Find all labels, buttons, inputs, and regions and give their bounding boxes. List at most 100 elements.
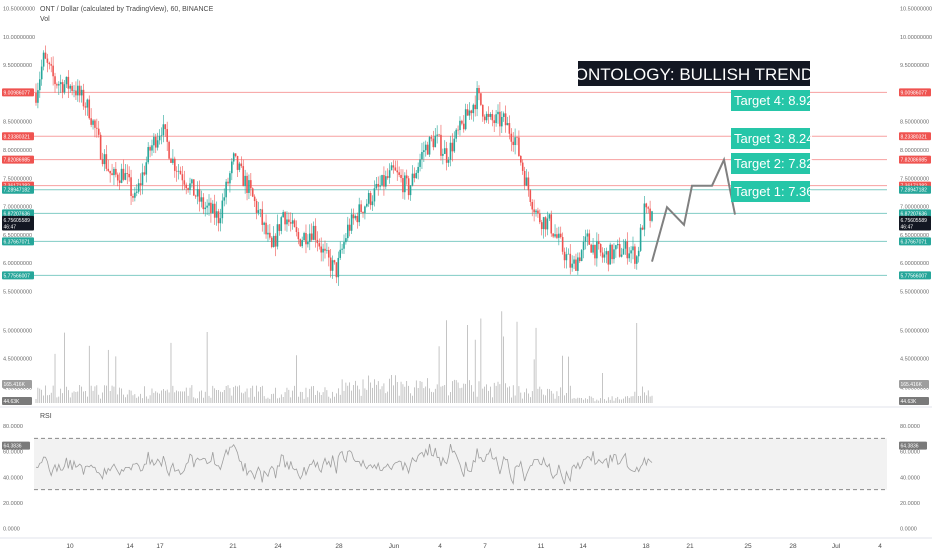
volume-tag: 165.416K — [901, 382, 923, 388]
left-price-tag: 6.87207636 — [4, 211, 31, 217]
right-price-axis[interactable]: 10.5000000010.000000009.500000009.000000… — [899, 7, 932, 296]
candle-body — [611, 244, 613, 260]
time-label: 28 — [335, 543, 343, 550]
candle-body — [563, 251, 566, 261]
candle-body — [478, 88, 480, 94]
candle-body — [196, 189, 199, 197]
candle-body — [134, 192, 136, 198]
candle-body — [206, 205, 208, 208]
candle-body — [558, 233, 560, 238]
candle-body — [442, 153, 444, 156]
right-price-tag-bg — [899, 215, 931, 224]
left-price-tick: 8.00000000 — [3, 148, 32, 154]
candle-body — [337, 257, 340, 278]
candle-body — [251, 188, 254, 197]
rsi-label: RSI — [40, 413, 52, 420]
right-price-tick: 10.00000000 — [900, 35, 932, 41]
candle-body — [483, 116, 486, 121]
candle-body — [497, 111, 499, 115]
target-labels: Target 4: 8.92 Target 3: 8.24 Target 2: 7.… — [731, 90, 814, 202]
volume-tick: 4.50000000 — [900, 357, 929, 363]
candle-body — [46, 58, 49, 63]
target-label: Target 3: 8.24 — [734, 131, 814, 146]
candle-body — [586, 233, 589, 237]
rsi-tick: 80.0000 — [900, 424, 920, 430]
rsi-tick: 0.0000 — [900, 527, 917, 533]
candle-body — [449, 142, 452, 160]
candle-body — [516, 137, 518, 138]
candle-body — [501, 116, 503, 127]
candle-body — [539, 213, 541, 223]
candle-body — [436, 134, 438, 136]
candle-body — [284, 212, 286, 225]
candle-body — [455, 129, 457, 139]
candle-body — [322, 248, 324, 253]
left-price-tag: 9.00986077 — [4, 90, 31, 96]
candle-body — [221, 200, 224, 219]
left-price-axis[interactable]: 10.5000000010.000000009.500000009.000000… — [2, 7, 35, 296]
left-price-tick: 6.00000000 — [3, 261, 32, 267]
candle-body — [276, 224, 279, 247]
candle-body — [270, 237, 273, 248]
candle-body — [96, 127, 98, 129]
candle-body — [527, 177, 530, 191]
candle-body — [366, 203, 368, 207]
candle-body — [297, 232, 300, 240]
left-price-tag-bg — [2, 132, 34, 141]
candle-body — [303, 233, 305, 241]
right-price-tick: 6.00000000 — [900, 261, 929, 267]
time-label: Jul — [832, 543, 841, 550]
candle-body — [647, 207, 649, 209]
left-price-tick: 8.50000000 — [3, 120, 32, 126]
candle-body — [345, 238, 347, 243]
candle-body — [525, 177, 528, 186]
candle-body — [263, 222, 265, 225]
time-axis[interactable]: 10 14 17 21 24 28 Jun 4 7 11 14 18 21 25 28 Jul 4 — [66, 543, 882, 550]
candle-body — [609, 244, 611, 265]
right-price-tick: 7.00000000 — [900, 205, 929, 211]
candle-body — [531, 202, 534, 210]
candle-body — [78, 85, 81, 96]
candle-body — [250, 180, 252, 189]
candle-body — [170, 158, 172, 163]
candle-body — [415, 172, 418, 179]
candle-body — [495, 114, 497, 124]
candle-body — [194, 195, 197, 197]
candle-body — [514, 137, 516, 146]
candle-body — [398, 172, 400, 175]
candle-body — [407, 178, 410, 196]
right-price-tag-bg — [899, 185, 931, 194]
candle-body — [175, 170, 178, 172]
candle-body — [445, 148, 448, 163]
time-label: 4 — [438, 543, 442, 550]
candle-body — [135, 191, 138, 193]
candle-body — [632, 246, 634, 251]
time-label: 18 — [642, 543, 650, 550]
candle-body — [480, 93, 482, 105]
candle-body — [261, 209, 264, 225]
headline-annotation: ONTOLOGY: BULLISH TREND — [575, 61, 813, 86]
candle-body — [405, 175, 408, 179]
candle-body — [470, 110, 473, 114]
candle-body — [39, 79, 41, 91]
candle-body — [219, 218, 222, 224]
candle-body — [461, 120, 463, 124]
right-price-tick: 7.50000000 — [900, 176, 929, 182]
candle-body — [390, 165, 393, 171]
candle-body — [120, 168, 123, 183]
candle-body — [466, 109, 469, 116]
time-label: 14 — [579, 543, 587, 550]
candle-body — [533, 209, 535, 213]
candle-body — [267, 232, 269, 235]
candle-body — [613, 249, 615, 260]
candle-body — [540, 222, 543, 230]
candle-body — [392, 165, 395, 168]
candle-body — [248, 180, 250, 193]
candle-body — [474, 104, 476, 110]
candle-body — [286, 219, 288, 225]
candle-body — [624, 241, 627, 249]
candle-body — [377, 183, 380, 187]
target-label: Target 4: 8.92 — [734, 93, 814, 108]
